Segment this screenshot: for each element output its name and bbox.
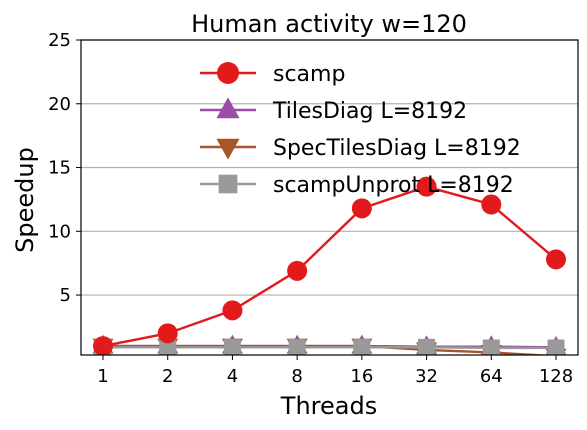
x-tick-label: 128: [539, 366, 573, 387]
series-line-scampunprot-l-8192: [103, 346, 556, 350]
x-tick-label: 4: [227, 366, 238, 387]
series-line-spectilesdiag-l-8192: [103, 344, 555, 355]
series-scamp: [93, 176, 566, 355]
tick-layer: 5 10 15 20 25 1 2 4 8 16 32 64 128: [48, 30, 573, 387]
legend: scamp TilesDiag L=8192 SpecTilesDiag L=819…: [200, 62, 521, 198]
y-axis-label: Speedup: [11, 147, 39, 253]
x-axis-label: Threads: [280, 392, 377, 420]
x-tick-label: 32: [415, 366, 438, 387]
series-layer: [92, 176, 567, 355]
legend-item-spectilesdiag-l-8192: SpecTilesDiag L=8192: [200, 136, 521, 161]
y-tick-label: 25: [48, 30, 71, 51]
data-point-scamp: [222, 300, 243, 321]
data-point-scamp: [351, 198, 372, 219]
data-point-scamp: [416, 176, 437, 197]
data-point-scampunprot-l-8192: [482, 339, 500, 355]
y-tick-label: 15: [48, 158, 71, 179]
data-point-scamp: [481, 194, 502, 215]
y-tick-label: 10: [48, 221, 71, 242]
legend-item-scampunprot-l-8192: scampUnprot L=8192: [200, 173, 514, 198]
legend-item-scamp: scamp: [200, 62, 345, 87]
data-point-scampunprot-l-8192: [547, 339, 565, 355]
data-point-scampunprot-l-8192: [159, 338, 177, 355]
legend-label-tilesdiag-l-8192: TilesDiag L=8192: [272, 99, 467, 124]
legend-marker-scamp: [217, 62, 239, 84]
legend-item-tilesdiag-l-8192: TilesDiag L=8192: [200, 97, 467, 124]
chart-title: Human activity w=120: [191, 10, 467, 38]
legend-label-spectilesdiag-l-8192: SpecTilesDiag L=8192: [273, 136, 521, 161]
legend-label-scampunprot-l-8192: scampUnprot L=8192: [273, 173, 514, 198]
data-point-scampunprot-l-8192: [418, 338, 436, 355]
plot-frame: [80, 39, 579, 356]
data-point-scamp: [93, 336, 113, 355]
data-point-scamp: [287, 260, 308, 281]
x-tick-label: 2: [162, 366, 173, 387]
y-tick-label: 5: [60, 285, 71, 306]
x-tick-label: 8: [291, 366, 302, 387]
data-point-scampunprot-l-8192: [223, 338, 241, 355]
y-tick-label: 20: [48, 94, 71, 115]
x-tick-label: 1: [97, 366, 108, 387]
x-tick-label: 64: [480, 366, 503, 387]
data-point-scampunprot-l-8192: [288, 338, 306, 355]
legend-label-scamp: scamp: [273, 62, 345, 87]
legend-marker-spectilesdiag-l-8192: [216, 138, 240, 160]
series-line-scamp: [102, 185, 557, 348]
data-point-scampunprot-l-8192: [353, 338, 371, 355]
data-point-scamp: [546, 249, 566, 270]
legend-marker-scampunprot-l-8192: [218, 174, 238, 194]
legend-marker-tilesdiag-l-8192: [216, 97, 240, 119]
data-point-scamp: [157, 323, 178, 344]
x-tick-label: 16: [350, 366, 373, 387]
